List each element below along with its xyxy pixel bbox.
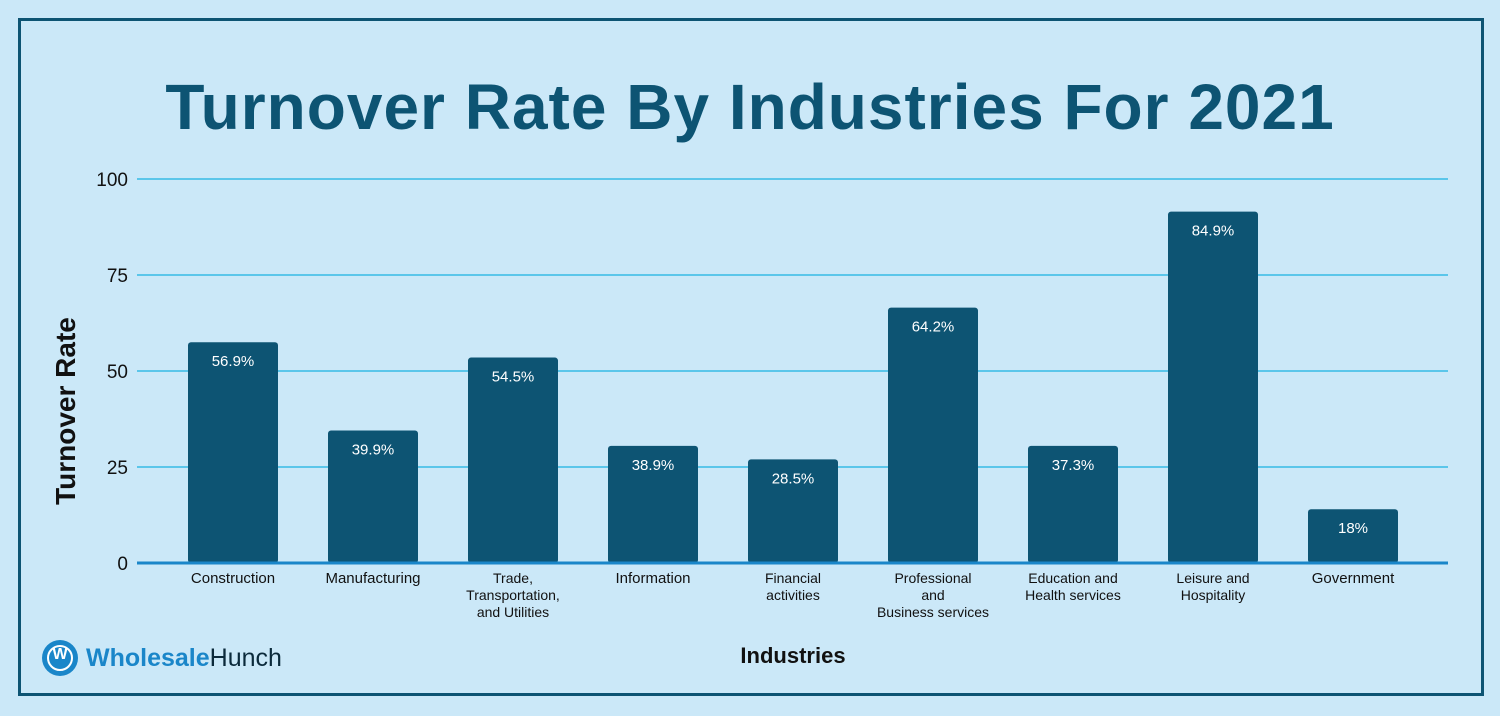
y-tick-label: 50 [107,362,128,383]
bar [328,430,418,563]
x-tick-label: Construction [191,570,275,587]
x-tick-label-line: Health services [1025,587,1121,603]
logo-text-hunch: Hunch [209,643,282,672]
bar [1168,211,1258,563]
data-label: 28.5% [772,470,815,487]
data-label: 38.9% [632,457,675,474]
logo-text-wholesale: Wholesale [86,643,210,672]
bar [608,445,698,563]
bar [1308,509,1398,563]
x-tick-label-line: activities [766,587,820,603]
x-tick-label-line: and [921,587,944,603]
y-tick-label: 75 [107,266,128,287]
x-tick-label-line: Education and [1028,570,1118,586]
x-tick-label-line: Business services [877,604,989,620]
x-tick-label-line: and Utilities [477,604,549,620]
data-label: 84.9% [1192,223,1235,240]
y-tick-label: 25 [107,458,128,479]
y-axis-title: Turnover Rate [50,317,81,505]
x-tick-label: Financial activities [765,570,821,603]
bar [888,307,978,563]
y-tick-label: 0 [117,554,128,575]
data-label: 56.9% [212,353,255,370]
brand-logo: W Wholesale Hunch [42,640,282,676]
bar [748,459,838,563]
x-tick-label-line: Information [615,570,690,587]
w-icon: W [42,640,78,676]
x-tick-label-line: Transportation, [466,587,560,603]
x-tick-label: Government [1312,570,1395,587]
x-tick-label: Information [615,570,690,587]
data-label: 54.5% [492,369,535,386]
x-tick-label: Leisure and Hospitality [1176,570,1249,603]
data-label: 18% [1338,520,1368,537]
y-tick-label: 100 [96,170,128,191]
x-tick-label-line: Government [1312,570,1395,587]
x-tick-label: Professional and Business services [877,570,989,620]
bar [188,342,278,563]
x-tick-label-line: Trade, [493,570,533,586]
x-tick-label: Trade, Transportation, and Utilities [466,570,560,620]
chart-title: Turnover Rate By Industries For 2021 [165,71,1335,143]
x-tick-label-line: Hospitality [1181,587,1246,603]
x-tick-label-line: Manufacturing [325,570,420,587]
x-tick-label: Manufacturing [325,570,420,587]
bar [468,357,558,563]
x-tick-label-line: Leisure and [1176,570,1249,586]
x-tick-label: Education and Health services [1025,570,1121,603]
x-tick-label-line: Construction [191,570,275,587]
data-label: 37.3% [1052,457,1095,474]
data-label: 39.9% [352,442,395,459]
data-label: 64.2% [912,319,955,336]
x-tick-label-line: Financial [765,570,821,586]
bar [1028,445,1118,563]
x-axis-title: Industries [740,643,845,668]
x-tick-label-line: Professional [894,570,971,586]
